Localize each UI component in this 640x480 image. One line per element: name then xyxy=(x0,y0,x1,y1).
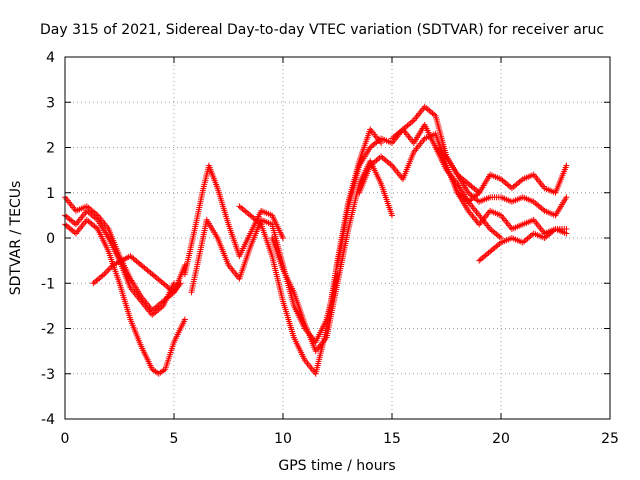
data-points xyxy=(62,103,570,377)
y-tick-label: -4 xyxy=(41,412,55,428)
data-point xyxy=(280,235,286,241)
plot-frame xyxy=(64,56,611,420)
x-tick-label: 10 xyxy=(274,431,292,447)
x-tick-label: 15 xyxy=(383,431,401,447)
y-tick-label: -3 xyxy=(41,367,55,383)
series-track-2 xyxy=(62,207,177,318)
data-point xyxy=(563,162,570,169)
series-track-14 xyxy=(476,225,570,264)
y-tick-label: 0 xyxy=(46,231,55,247)
y-tick-label: 4 xyxy=(46,50,55,66)
series-track-11 xyxy=(389,121,570,205)
series-track-4 xyxy=(90,253,184,296)
data-point xyxy=(563,194,570,201)
y-tick-label: 3 xyxy=(46,95,55,111)
y-tick-label: -2 xyxy=(41,322,55,338)
y-tick-label: -1 xyxy=(41,276,55,292)
series-track-8 xyxy=(269,158,395,355)
data-point xyxy=(177,280,184,287)
tick-labels: 0 5 10 15 20 25 -4 -3 -2 -1 0 1 2 3 4 xyxy=(41,50,619,447)
x-tick-label: 20 xyxy=(492,431,510,447)
series-track-5 xyxy=(181,162,286,278)
data-point xyxy=(563,230,570,237)
series-track-3 xyxy=(62,216,188,377)
data-point xyxy=(171,280,177,287)
x-tick-label: 5 xyxy=(170,431,179,447)
series-track-12 xyxy=(432,144,570,219)
y-axis-label: SDTVAR / TECUs xyxy=(8,181,24,296)
x-axis-label: GPS time / hours xyxy=(278,458,395,474)
data-point xyxy=(181,316,188,323)
y-tick-label: 2 xyxy=(46,141,55,157)
x-tick-label: 0 xyxy=(61,431,70,447)
x-tick-label: 25 xyxy=(601,431,619,447)
data-point xyxy=(389,212,395,219)
y-tick-label: 1 xyxy=(46,186,55,202)
chart-title: Day 315 of 2021, Sidereal Day-to-day VTE… xyxy=(40,22,604,38)
